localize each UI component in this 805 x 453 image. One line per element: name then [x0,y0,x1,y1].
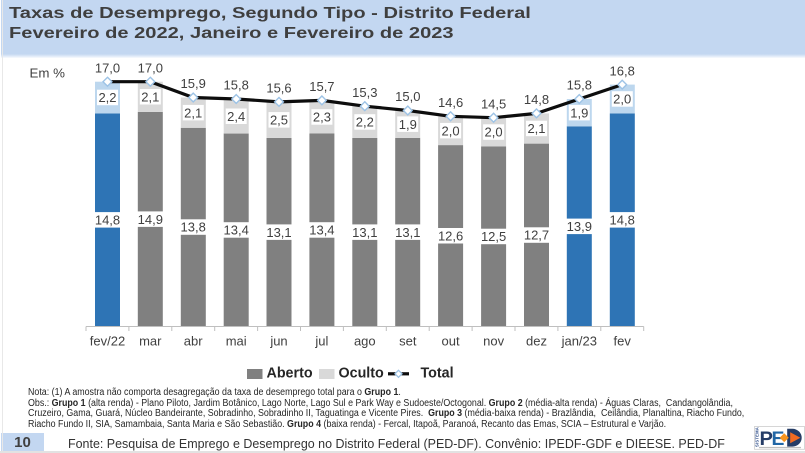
svg-text:2,0: 2,0 [442,123,460,138]
svg-text:2,1: 2,1 [527,121,545,136]
svg-text:P: P [760,428,773,449]
svg-text:mai: mai [226,334,247,349]
svg-text:E: E [772,429,785,450]
svg-text:15,8: 15,8 [224,78,249,93]
svg-text:15,9: 15,9 [181,76,206,91]
svg-text:15,6: 15,6 [266,81,291,96]
svg-text:2,0: 2,0 [613,92,631,107]
svg-text:12,6: 12,6 [438,228,463,243]
svg-text:15,3: 15,3 [352,85,377,100]
svg-text:15,8: 15,8 [567,78,592,93]
svg-text:2,2: 2,2 [356,115,374,130]
svg-text:2,2: 2,2 [98,90,116,105]
svg-text:fev: fev [614,334,632,349]
svg-text:16,8: 16,8 [610,63,635,78]
svg-text:15,0: 15,0 [395,89,420,104]
svg-text:14,8: 14,8 [524,92,549,107]
svg-text:13,4: 13,4 [224,223,249,238]
svg-text:out: out [442,334,460,349]
svg-text:14,6: 14,6 [438,95,463,110]
svg-text:1,9: 1,9 [570,105,588,120]
svg-text:2,1: 2,1 [184,105,202,120]
svg-text:17,0: 17,0 [95,60,120,75]
svg-text:14,8: 14,8 [95,213,120,228]
svg-text:dez: dez [526,334,547,349]
svg-text:13,4: 13,4 [309,223,334,238]
svg-text:ago: ago [354,334,376,349]
svg-text:Total: Total [421,366,454,382]
svg-text:13,1: 13,1 [395,225,420,240]
svg-text:set: set [399,334,417,349]
svg-text:13,1: 13,1 [352,225,377,240]
svg-text:Em %: Em % [30,66,66,81]
svg-text:jan/23: jan/23 [561,334,597,349]
svg-text:abr: abr [184,334,203,349]
svg-text:Aberto: Aberto [267,366,313,382]
svg-text:12,7: 12,7 [524,228,549,243]
svg-text:12,5: 12,5 [481,229,506,244]
svg-text:fev/22: fev/22 [90,334,125,349]
svg-text:13,1: 13,1 [266,225,291,240]
svg-text:2,4: 2,4 [227,109,245,124]
svg-text:jun: jun [269,334,287,349]
svg-text:1,9: 1,9 [399,117,417,132]
svg-text:13,8: 13,8 [181,220,206,235]
svg-text:2,0: 2,0 [485,125,503,140]
svg-text:2,5: 2,5 [270,113,288,128]
svg-text:nov: nov [483,334,504,349]
svg-text:13,9: 13,9 [567,219,592,234]
svg-text:2,1: 2,1 [141,89,159,104]
svg-text:Oculto: Oculto [339,366,385,382]
svg-text:jul: jul [314,334,328,349]
svg-text:14,9: 14,9 [138,212,163,227]
svg-text:2,3: 2,3 [313,110,331,125]
svg-text:mar: mar [139,334,162,349]
svg-text:SISTEMA: SISTEMA [755,427,760,447]
svg-text:15,7: 15,7 [309,79,334,94]
svg-text:14,8: 14,8 [610,213,635,228]
svg-text:14,5: 14,5 [481,96,506,111]
svg-text:17,0: 17,0 [138,60,163,75]
